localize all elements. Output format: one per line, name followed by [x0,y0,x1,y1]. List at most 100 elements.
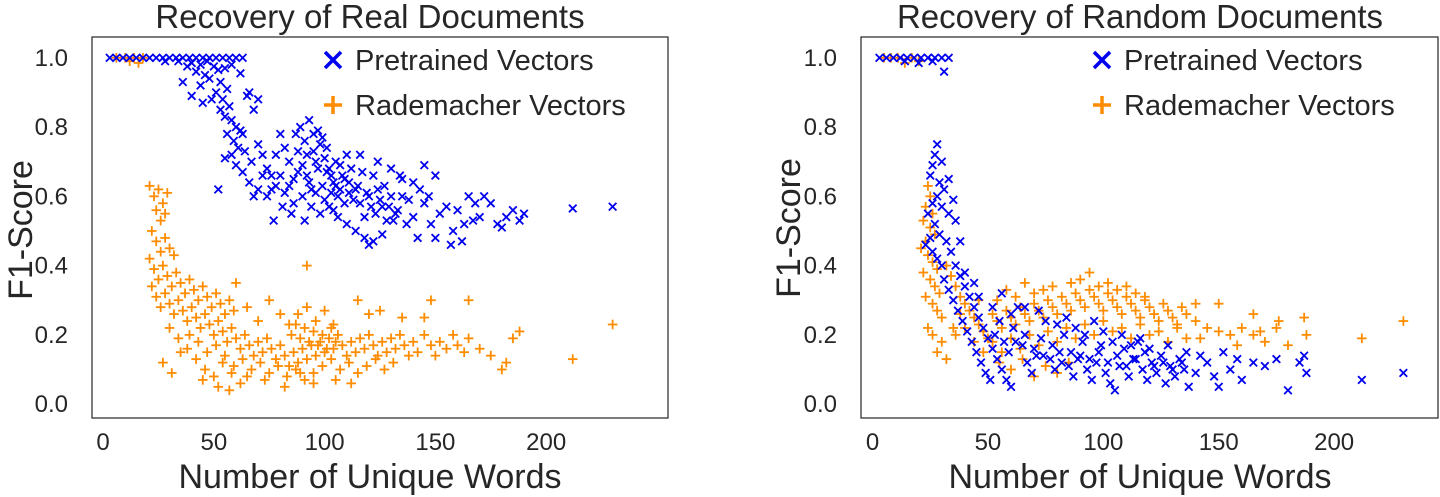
data-point [1273,316,1284,326]
data-point [346,378,356,389]
data-point [191,67,201,77]
data-point [1070,288,1081,299]
data-point [227,115,237,125]
legend-item-rademacher: Rademacher Vectors [1093,90,1395,122]
data-point [178,77,188,87]
data-point [932,254,942,264]
data-point [286,330,297,340]
data-point [151,53,161,63]
data-point [1008,323,1018,333]
data-point [1089,316,1099,326]
data-point [317,361,328,371]
data-point [1117,309,1127,319]
data-point [935,178,944,187]
data-point [1299,351,1309,361]
data-point [218,53,228,63]
data-point [198,98,208,108]
data-point [118,53,128,63]
data-point [298,191,307,201]
data-point [185,53,194,63]
data-point [1151,368,1161,378]
data-point [1034,306,1044,316]
data-point [180,288,190,299]
data-point [1040,361,1051,371]
data-point [313,126,323,135]
data-point [1124,371,1134,381]
data-point [1357,375,1367,385]
data-point [999,337,1009,347]
data-point [333,330,343,340]
data-point [213,382,224,392]
data-point [322,143,332,153]
data-point [1237,323,1247,333]
data-point [151,291,162,302]
data-point [1001,285,1012,295]
data-point [1075,295,1086,306]
data-point [1064,361,1074,371]
data-point [364,330,374,340]
data-point [333,191,343,201]
data-point [948,195,958,205]
data-point [171,267,181,278]
real-documents-panel: Recovery of Real Documents 0.00.20.40.60… [2,0,669,496]
data-point [1145,344,1154,354]
data-point [426,219,436,229]
data-point [386,164,396,174]
data-point [253,184,263,194]
data-point [393,205,403,215]
data-point [920,291,931,302]
data-point [607,319,618,330]
data-point [424,191,434,201]
data-point [1153,326,1164,337]
data-point [978,347,989,357]
data-point [944,174,954,184]
data-point [125,53,135,63]
data-point [224,101,234,111]
data-point [155,246,166,257]
data-point [295,333,306,344]
data-point [1103,278,1113,288]
data-point [355,333,365,344]
data-point [1121,291,1132,302]
data-point [242,371,252,382]
data-point [197,281,208,292]
data-point [153,274,164,285]
data-point [322,167,332,177]
data-point [430,350,441,361]
data-point [1156,351,1166,361]
data-point [1020,309,1030,319]
data-point [160,233,170,243]
y-axis-label: F1-Score [770,158,808,298]
data-point [1024,330,1035,340]
data-point [435,209,445,219]
data-point [1036,333,1046,343]
data-point [988,344,997,354]
data-point [213,184,223,194]
data-point [335,160,345,170]
data-point [258,150,268,160]
data-point [202,291,212,302]
data-point [501,212,511,222]
data-point [935,229,944,239]
data-point [448,330,458,340]
legend-label-pretrained: Pretrained Vectors [1124,45,1363,77]
data-point [1066,347,1076,357]
chart-title: Recovery of Random Documents [897,0,1383,35]
data-point [173,333,184,344]
data-point [923,250,933,261]
data-point [359,343,370,354]
x-tick-label: 100 [305,429,345,456]
data-point [930,281,940,292]
data-point [1161,378,1171,388]
data-point [1082,365,1092,374]
data-point [213,65,223,75]
x-tick-label: 150 [1199,429,1239,456]
data-point [246,364,257,375]
data-point [220,63,230,73]
y-tick-label: 0.2 [35,322,68,349]
data-point [244,87,254,97]
data-point [304,178,314,187]
data-point [317,330,328,340]
data-point [355,150,365,160]
data-point [324,333,334,344]
